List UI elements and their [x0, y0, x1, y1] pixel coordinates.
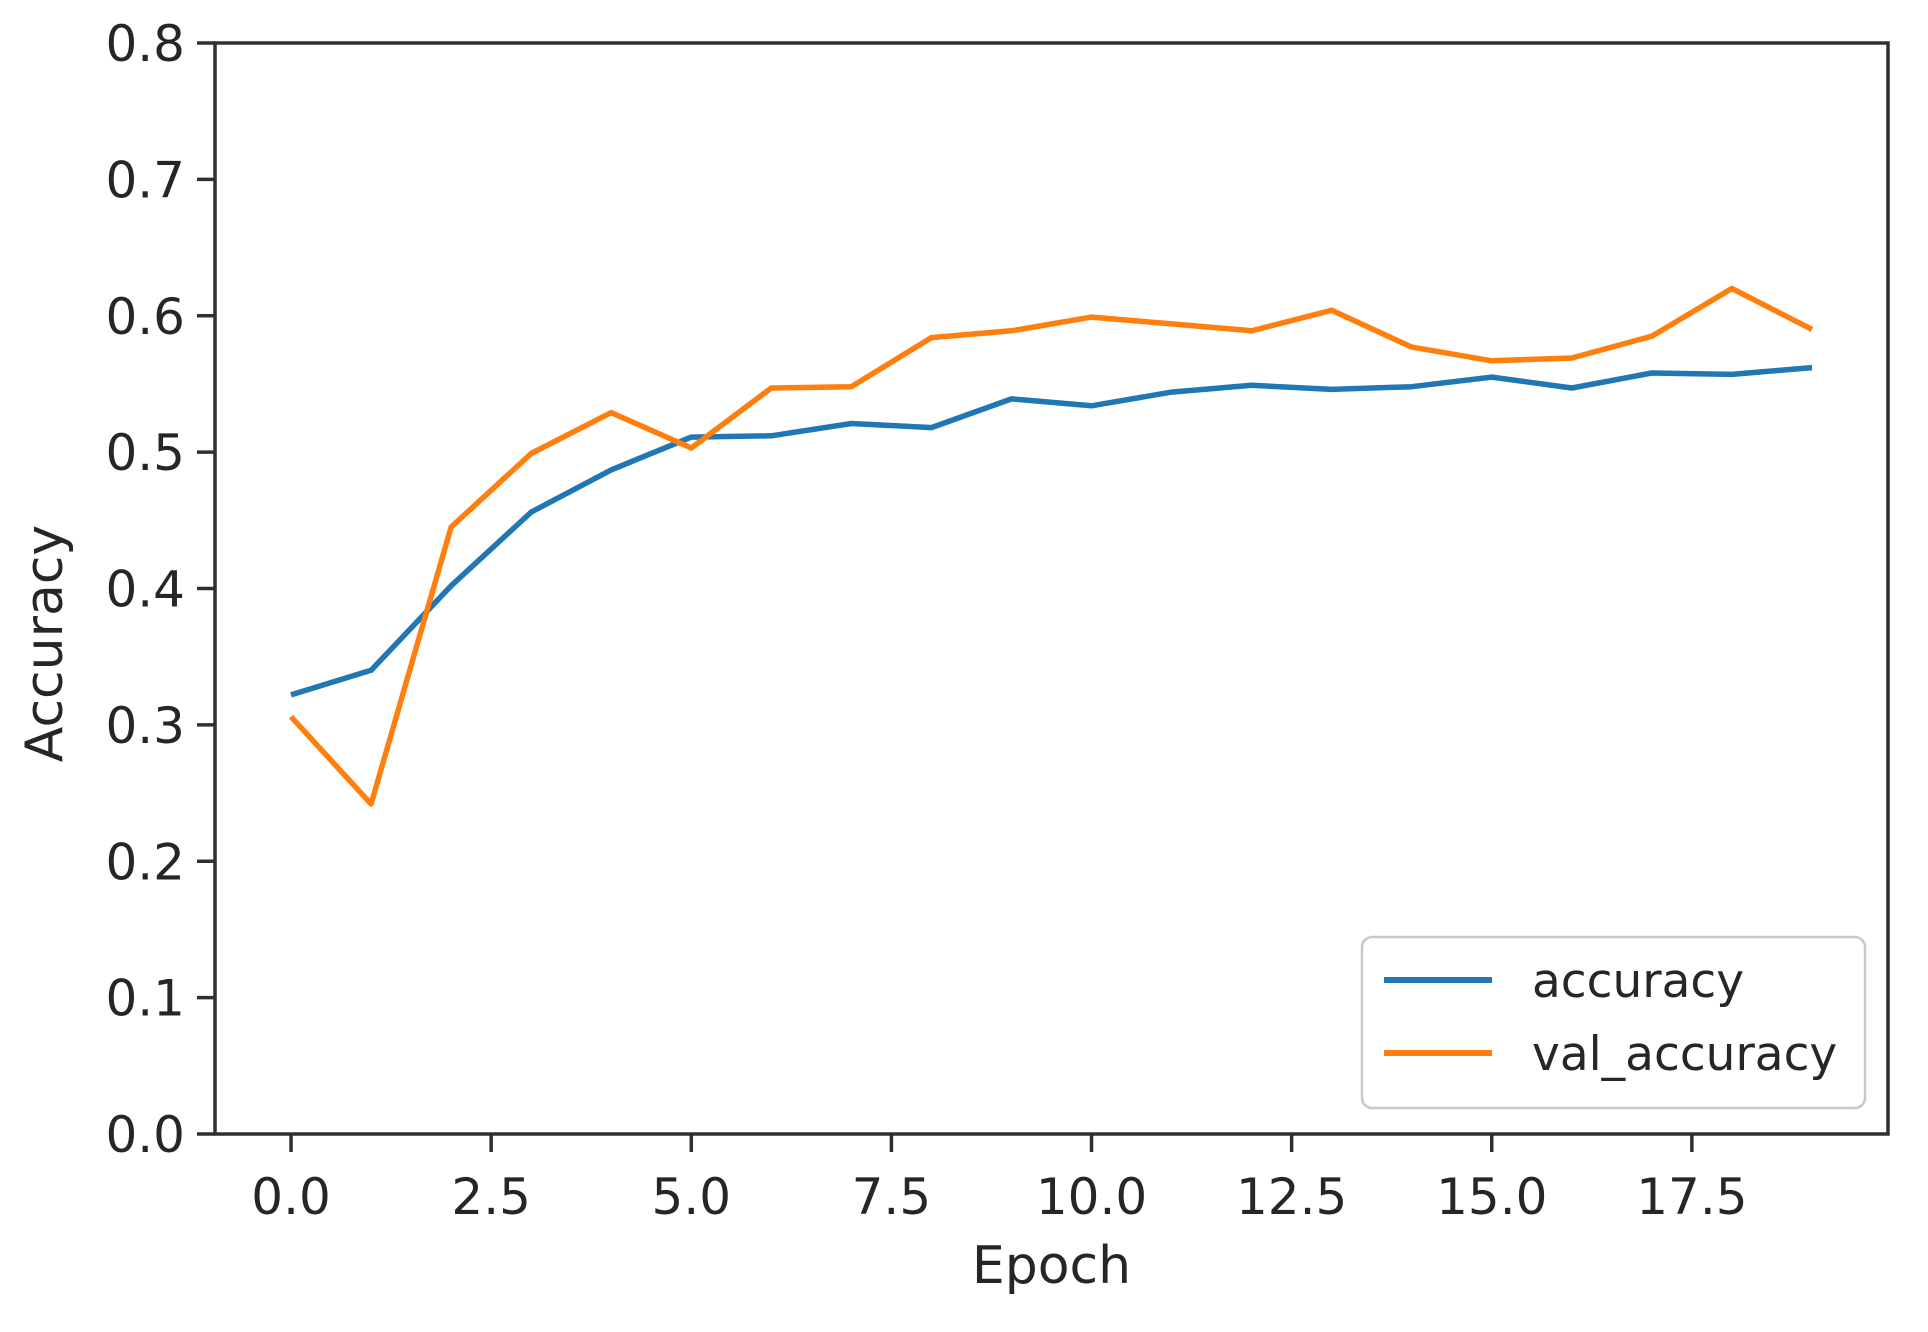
series-line-accuracy — [290, 364, 1813, 698]
legend-label-accuracy: accuracy — [1532, 954, 1744, 1009]
y-tick-label: 0.8 — [105, 15, 185, 73]
x-tick-label: 0.0 — [251, 1168, 331, 1226]
x-axis-label: Epoch — [972, 1236, 1131, 1296]
x-tick-label: 12.5 — [1236, 1168, 1347, 1226]
y-tick-label: 0.3 — [105, 697, 185, 755]
y-tick-label: 0.2 — [105, 833, 185, 891]
y-tick-label: 0.6 — [105, 288, 185, 346]
y-tick-label: 0.0 — [105, 1106, 185, 1164]
x-tick-label: 17.5 — [1636, 1168, 1747, 1226]
y-tick-label: 0.4 — [105, 561, 185, 619]
x-tick-label: 15.0 — [1436, 1168, 1547, 1226]
legend-label-val_accuracy: val_accuracy — [1532, 1027, 1837, 1082]
series-line-val_accuracy — [288, 285, 1814, 807]
x-tick-label: 10.0 — [1036, 1168, 1147, 1226]
x-tick-label: 2.5 — [451, 1168, 531, 1226]
x-tick-label: 5.0 — [652, 1168, 732, 1226]
y-tick-label: 0.5 — [105, 424, 185, 482]
y-tick-label: 0.1 — [105, 970, 185, 1028]
y-axis-label: Accuracy — [15, 525, 75, 762]
x-tick-label: 7.5 — [852, 1168, 932, 1226]
y-tick-label: 0.7 — [105, 151, 185, 209]
